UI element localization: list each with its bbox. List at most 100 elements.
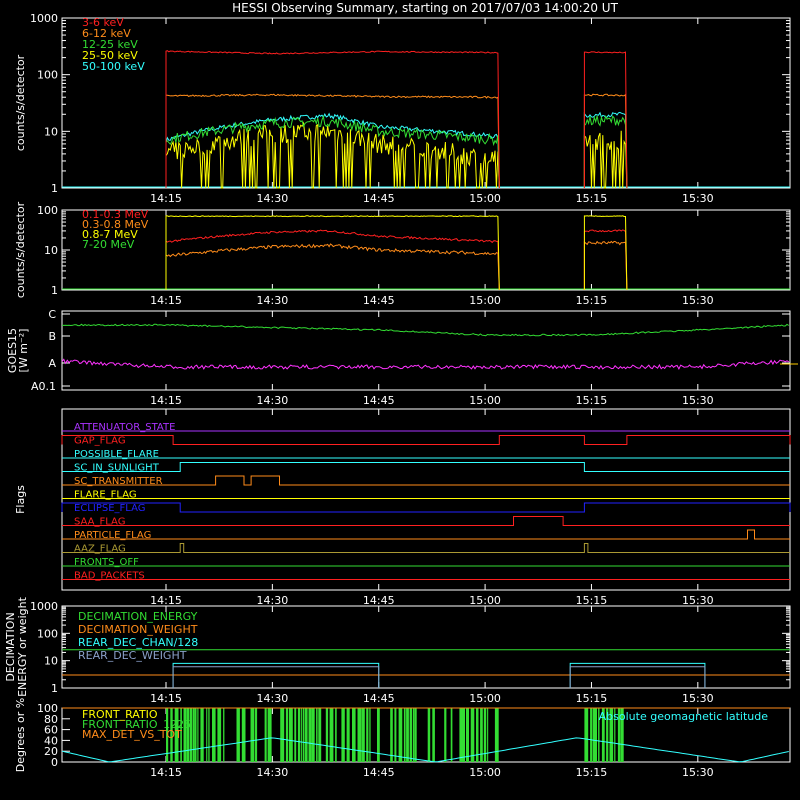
goes-series-1 <box>61 358 790 371</box>
series-3-6-kev-segment-0 <box>165 50 500 189</box>
y-tick-label: B <box>48 330 56 343</box>
front-ratio-1225-bar <box>288 708 293 762</box>
legend-entry: 25-50 keV <box>82 49 138 62</box>
front-ratio-1225-bar <box>335 708 337 762</box>
legend-entry: DECIMATION_ENERGY <box>78 610 198 623</box>
series-25-50-kev-segment-1 <box>583 130 628 189</box>
x-tick-label: 14:30 <box>257 594 289 607</box>
front-ratio-1225-bar <box>194 708 197 762</box>
flag-label: ATTENUATOR_STATE <box>74 422 175 433</box>
front-ratio-1225-bar <box>255 708 258 762</box>
y-tick-label: 100 <box>37 627 58 640</box>
flag-line-aaz-flag <box>62 543 790 553</box>
y-tick-label: A0.1 <box>31 380 56 393</box>
x-tick-label: 14:30 <box>257 766 289 779</box>
front-ratio-1225-bar <box>316 708 318 762</box>
flag-label: SC_IN_SUNLIGHT <box>74 463 160 474</box>
front-ratio-1225-bar <box>494 708 499 762</box>
front-ratio-1225-bar <box>264 708 267 762</box>
front-ratio-1225-bar <box>311 708 315 762</box>
front-ratio-1225-bar <box>329 708 334 762</box>
front-ratio-1225-bar <box>390 708 393 762</box>
front-ratio-1225-bar <box>620 708 624 762</box>
flag-line-saa-flag <box>62 516 790 526</box>
y-tick-label: 1000 <box>30 12 58 25</box>
y-tick-label: 100 <box>37 204 58 217</box>
series-50-100-kev-segment-1 <box>583 111 628 189</box>
x-tick-label: 14:45 <box>363 394 395 407</box>
x-tick-label: 14:30 <box>257 192 289 205</box>
series-6-12-kev-segment-1 <box>583 93 628 189</box>
front-ratio-1225-bar <box>483 708 487 762</box>
front-ratio-1225-bar <box>606 708 609 762</box>
series-0.8-7-mev-segment-0 <box>165 243 500 291</box>
x-tick-label: 14:45 <box>363 594 395 607</box>
front-ratio-1225-bar <box>450 708 453 762</box>
front-ratio-1225-bar <box>250 708 255 762</box>
flag-label: FRONTS_OFF <box>74 557 139 568</box>
legend-entry: MAX_DET_VS_TOT <box>82 728 182 741</box>
x-tick-label: 14:30 <box>257 394 289 407</box>
x-tick-label: 15:00 <box>469 692 501 705</box>
front-ratio-1225-bar <box>206 708 208 762</box>
flag-line-gap-flag <box>61 435 791 445</box>
x-tick-label: 14:15 <box>150 294 182 307</box>
front-ratio-1225-bar <box>377 708 380 762</box>
front-ratio-1225-bar <box>369 708 371 762</box>
front-ratio-1225-bar <box>414 708 417 762</box>
front-ratio-1225-bar <box>346 708 350 762</box>
front-ratio-1225-bar <box>267 708 272 762</box>
front-ratio-1225-bar <box>236 708 240 762</box>
front-ratio-1225-bar <box>308 708 312 762</box>
x-tick-label: 15:15 <box>576 294 608 307</box>
y-axis-label: DECIMATION <box>4 612 17 681</box>
y-tick-label: 10 <box>44 655 58 668</box>
y-axis-label: Degrees or % <box>14 698 27 772</box>
front-ratio-1225-bar <box>409 708 412 762</box>
panel-frame-3 <box>61 310 791 391</box>
flag-label: GAP_FLAG <box>74 436 126 447</box>
front-ratio-1225-bar <box>241 708 246 762</box>
flag-label: PARTICLE_FLAG <box>74 530 151 541</box>
y-tick-label: 100 <box>37 702 58 715</box>
chart-panels: 14:15 14:30 14:45 15:00 15:15 15:30 counts/s/d… <box>4 12 798 779</box>
x-tick-label: 15:30 <box>682 192 714 205</box>
front-ratio-1225-bar <box>212 708 216 762</box>
front-ratio-1225-bar <box>398 708 403 762</box>
legend-entry: REAR_DEC_CHAN/128 <box>78 636 198 649</box>
decimation-series-3-segment-0 <box>172 666 380 688</box>
front-ratio-1225-bar <box>223 708 225 762</box>
series-3-6-kev-segment-1 <box>583 51 628 189</box>
front-ratio-1225-bar <box>593 708 597 762</box>
y-axis-label: counts/s/detector <box>14 54 27 151</box>
panel-frame-2 <box>61 209 791 291</box>
legend-entry: FRONT_RATIO <box>82 708 158 721</box>
goes-series-0 <box>61 323 790 337</box>
x-tick-label: 14:15 <box>150 594 182 607</box>
x-tick-label: 14:45 <box>363 766 395 779</box>
front-ratio-1225-bar <box>285 708 289 762</box>
front-ratio-1225-bar <box>189 708 192 762</box>
y-tick-label: 0 <box>51 756 58 769</box>
y-tick-label: A <box>48 357 56 370</box>
x-tick-label: 14:30 <box>257 294 289 307</box>
y-tick-label: 1 <box>51 182 58 195</box>
geomagnetic-latitude-label: Absolute geomagnetic latitude <box>599 710 769 723</box>
x-tick-label: 15:30 <box>682 692 714 705</box>
y-tick-label: 20 <box>44 745 58 758</box>
front-ratio-1225-bar <box>590 708 593 762</box>
y-tick-label: 1 <box>51 284 58 297</box>
chart-title: HESSI Observing Summary, starting on 201… <box>232 1 618 15</box>
x-tick-label: 15:00 <box>469 766 501 779</box>
x-tick-label: 14:15 <box>150 192 182 205</box>
x-tick-label: 15:15 <box>576 192 608 205</box>
series-0.1-0.3-mev-segment-1 <box>583 215 628 291</box>
x-tick-label: 15:30 <box>682 766 714 779</box>
front-ratio-1225-bar <box>200 708 204 762</box>
front-ratio-1225-bar <box>617 708 621 762</box>
x-tick-label: 14:45 <box>363 192 395 205</box>
flag-label: POSSIBLE_FLARE <box>74 449 159 460</box>
legend-entry: 0.1-0.3 MeV <box>82 208 149 221</box>
legend-entry: FRONT_RATIO_1225 <box>82 718 191 731</box>
series-0.3-0.8-mev-segment-1 <box>583 229 628 291</box>
